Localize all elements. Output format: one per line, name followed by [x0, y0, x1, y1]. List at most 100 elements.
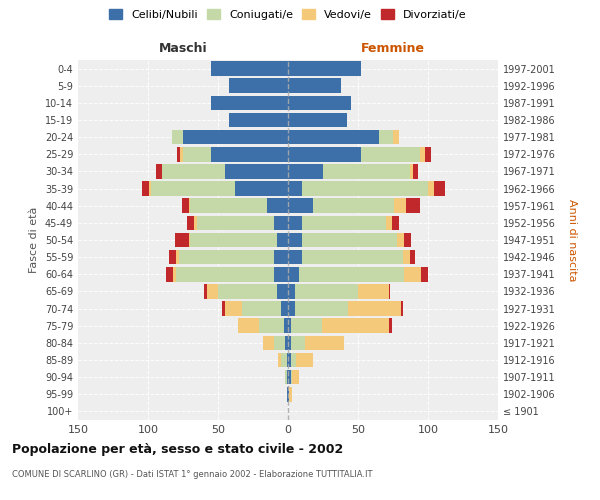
Bar [410, 164, 413, 178]
Bar [190, 232, 277, 248]
Bar [288, 62, 361, 76]
Bar [296, 352, 313, 368]
Bar [182, 198, 188, 213]
Bar [190, 198, 267, 213]
Bar [394, 198, 406, 213]
Bar [278, 352, 281, 368]
Bar [302, 182, 428, 196]
Bar [274, 250, 288, 264]
Bar [274, 336, 285, 350]
Bar [142, 182, 149, 196]
Bar [358, 284, 389, 298]
Bar [194, 216, 197, 230]
Bar [413, 164, 418, 178]
Bar [419, 147, 425, 162]
Bar [397, 232, 404, 248]
Bar [172, 130, 183, 144]
Y-axis label: Fasce di età: Fasce di età [29, 207, 39, 273]
Bar [166, 267, 173, 281]
Bar [389, 284, 390, 298]
Bar [229, 112, 288, 128]
Bar [288, 112, 347, 128]
Bar [288, 130, 379, 144]
Bar [288, 250, 302, 264]
Bar [288, 284, 295, 298]
Bar [401, 302, 403, 316]
Bar [183, 147, 211, 162]
Text: Popolazione per età, sesso e stato civile - 2002: Popolazione per età, sesso e stato civil… [12, 442, 343, 456]
Bar [188, 232, 190, 248]
Bar [288, 318, 291, 333]
Bar [393, 130, 398, 144]
Bar [288, 147, 361, 162]
Bar [238, 318, 259, 333]
Bar [379, 130, 393, 144]
Bar [302, 216, 386, 230]
Bar [162, 164, 225, 178]
Bar [225, 302, 242, 316]
Bar [348, 302, 401, 316]
Bar [197, 216, 274, 230]
Bar [222, 302, 225, 316]
Bar [173, 267, 176, 281]
Bar [151, 182, 235, 196]
Bar [176, 267, 274, 281]
Bar [434, 182, 445, 196]
Bar [288, 267, 299, 281]
Bar [274, 267, 288, 281]
Bar [305, 336, 344, 350]
Bar [175, 232, 188, 248]
Bar [291, 318, 322, 333]
Bar [406, 198, 419, 213]
Text: COMUNE DI SCARLINO (GR) - Dati ISTAT 1° gennaio 2002 - Elaborazione TUTTITALIA.I: COMUNE DI SCARLINO (GR) - Dati ISTAT 1° … [12, 470, 373, 479]
Bar [288, 370, 291, 384]
Bar [425, 147, 431, 162]
Bar [288, 302, 295, 316]
Bar [242, 302, 281, 316]
Bar [288, 232, 302, 248]
Text: Maschi: Maschi [158, 42, 208, 55]
Bar [284, 318, 288, 333]
Y-axis label: Anni di nascita: Anni di nascita [566, 198, 577, 281]
Bar [288, 96, 351, 110]
Bar [207, 284, 218, 298]
Bar [288, 387, 289, 402]
Bar [204, 284, 207, 298]
Bar [313, 198, 394, 213]
Bar [259, 318, 284, 333]
Bar [295, 284, 358, 298]
Bar [229, 78, 288, 93]
Bar [410, 250, 415, 264]
Bar [295, 302, 348, 316]
Bar [302, 232, 397, 248]
Bar [292, 370, 299, 384]
Bar [180, 147, 183, 162]
Bar [179, 250, 274, 264]
Bar [157, 164, 162, 178]
Bar [361, 147, 419, 162]
Bar [288, 164, 323, 178]
Bar [288, 78, 341, 93]
Bar [235, 182, 288, 196]
Bar [287, 387, 288, 402]
Bar [291, 336, 305, 350]
Bar [176, 250, 179, 264]
Bar [386, 216, 392, 230]
Bar [288, 352, 291, 368]
Bar [288, 182, 302, 196]
Bar [277, 284, 288, 298]
Bar [287, 370, 288, 384]
Bar [281, 352, 287, 368]
Bar [187, 216, 194, 230]
Bar [281, 302, 288, 316]
Bar [291, 352, 296, 368]
Bar [225, 164, 288, 178]
Text: Femmine: Femmine [361, 42, 425, 55]
Bar [149, 182, 151, 196]
Bar [169, 250, 176, 264]
Bar [403, 250, 410, 264]
Bar [285, 370, 287, 384]
Bar [287, 352, 288, 368]
Bar [288, 216, 302, 230]
Bar [404, 232, 411, 248]
